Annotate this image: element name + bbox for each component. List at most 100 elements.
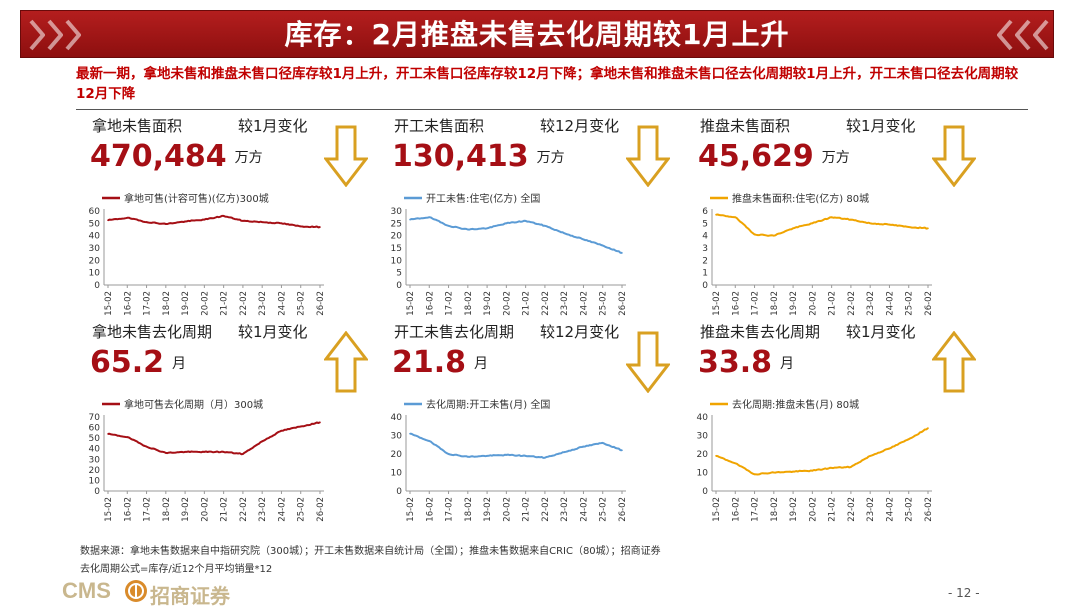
panel-launch-inventory: 推盘未售面积 较1月变化 45,629 万方 推盘未售面积:住宅(亿方) 80城 0… (688, 115, 978, 320)
y-tick-label: 0 (702, 487, 708, 497)
series-line (107, 214, 321, 229)
data-point (563, 232, 565, 234)
y-tick-label: 0 (396, 281, 402, 291)
y-tick-label: 10 (697, 469, 709, 479)
data-point (888, 447, 891, 450)
chevron-right-icon (29, 19, 45, 51)
panel-value: 33.8 月 (698, 345, 795, 380)
panel-label: 开工未售去化周期 (394, 323, 515, 341)
legend-label: 推盘未售面积:住宅(亿方) 80城 (732, 192, 869, 205)
x-tick-label: 16-02 (425, 497, 435, 522)
x-tick-label: 16-02 (731, 291, 741, 316)
data-point (280, 429, 283, 432)
chart-construction-inventory: 开工未售:住宅(亿方) 全国 0 5 10 15 20 25 30 15-02 16-02 17-0… (391, 192, 628, 316)
y-tick-label: 10 (391, 469, 403, 479)
data-point (907, 438, 910, 440)
data-point (544, 225, 546, 227)
x-tick-label: 26-02 (316, 497, 326, 522)
divider (76, 109, 1028, 110)
chart-launch-cycle: 去化周期:推盘未售(月) 80城 0 10 20 30 40 15-02 16-02 17-02… (697, 398, 934, 522)
data-point (927, 227, 929, 230)
panel-change-label: 较1月变化 (238, 323, 308, 341)
y-tick-label: 0 (702, 281, 708, 291)
x-tick-label: 16-02 (425, 291, 435, 316)
panel-unit: 月 (474, 356, 489, 372)
y-tick-label: 30 (391, 432, 403, 442)
data-point (927, 427, 929, 429)
x-tick-label: 19-02 (789, 497, 799, 522)
panel-unit: 万方 (821, 150, 850, 166)
legend-label: 去化周期:推盘未售(月) 80城 (732, 398, 859, 411)
x-tick-label: 23-02 (866, 291, 876, 316)
y-tick-label: 40 (697, 413, 709, 423)
legend-label: 拿地可售去化周期（月）300城 (124, 398, 263, 411)
series-line (409, 432, 623, 459)
y-tick-label: 40 (89, 232, 101, 242)
x-tick-label: 21-02 (828, 497, 838, 522)
x-tick-label: 26-02 (618, 497, 628, 522)
data-point (486, 455, 488, 457)
y-tick-label: 10 (89, 269, 101, 279)
data-point (280, 222, 283, 225)
down-arrow-icon (626, 125, 670, 187)
x-tick-label: 22-02 (541, 291, 551, 316)
series-line (715, 427, 929, 476)
x-tick-label: 17-02 (143, 291, 153, 316)
page-title: 库存：2月推盘未售去化周期较1月上升 (284, 18, 790, 51)
y-tick-label: 30 (391, 207, 403, 217)
y-tick-label: 10 (391, 256, 403, 266)
x-tick-label: 26-02 (924, 497, 934, 522)
data-point (792, 227, 794, 230)
data-point (107, 219, 109, 222)
panel-change-label: 较1月变化 (846, 117, 916, 135)
data-point (505, 222, 508, 225)
x-tick-label: 17-02 (751, 497, 761, 522)
data-point (428, 216, 431, 218)
chevron-left-icon (997, 19, 1013, 51)
x-tick-label: 20-02 (200, 291, 210, 316)
down-arrow-icon (324, 125, 368, 187)
y-tick-label: 70 (89, 413, 101, 423)
cms-badge-icon (125, 580, 147, 602)
x-tick-label: 17-02 (751, 291, 761, 316)
x-tick-label: 15-02 (712, 497, 722, 522)
y-tick-label: 0 (94, 281, 100, 291)
panel-unit: 万方 (234, 150, 263, 166)
x-tick-label: 19-02 (789, 291, 799, 316)
y-tick-label: 0 (396, 487, 402, 497)
panel-value: 470,484 万方 (90, 139, 263, 174)
panel-change-label: 较1月变化 (238, 117, 308, 135)
down-arrow-icon (626, 331, 670, 393)
x-tick-label: 23-02 (560, 497, 570, 522)
data-point (830, 216, 833, 218)
panel-land-inventory: 拿地未售面积 较1月变化 470,484 万方 拿地可售(计容可售)(亿方)300… (80, 115, 370, 320)
data-point (505, 454, 508, 456)
panel-value: 21.8 月 (392, 345, 489, 380)
y-tick-label: 50 (89, 434, 101, 444)
panel-change-label: 较12月变化 (540, 323, 620, 341)
y-tick-label: 40 (89, 445, 101, 455)
data-point (184, 220, 186, 223)
x-tick-label: 19-02 (483, 291, 493, 316)
data-point (715, 213, 717, 216)
x-tick-label: 15-02 (104, 497, 114, 522)
x-tick-label: 21-02 (220, 497, 230, 522)
data-point (299, 225, 302, 228)
x-tick-label: 15-02 (406, 497, 416, 522)
panel-change-label: 较1月变化 (846, 323, 916, 341)
y-tick-label: 30 (697, 432, 709, 442)
up-arrow-icon (932, 331, 976, 393)
x-tick-label: 26-02 (316, 291, 326, 316)
data-point (601, 244, 604, 247)
data-point (409, 218, 411, 221)
y-tick-label: 2 (702, 256, 708, 266)
x-tick-label: 21-02 (220, 291, 230, 316)
data-point (486, 227, 488, 230)
data-point (242, 220, 244, 222)
x-tick-label: 20-02 (502, 497, 512, 522)
chevron-right-icon (65, 19, 81, 51)
data-point (869, 455, 871, 457)
x-tick-label: 23-02 (258, 291, 268, 316)
series-line (715, 213, 929, 237)
summary-text: 最新一期，拿地未售和推盘未售口径库存较1月上升，开工未售口径库存较12月下降；拿… (76, 66, 1019, 102)
